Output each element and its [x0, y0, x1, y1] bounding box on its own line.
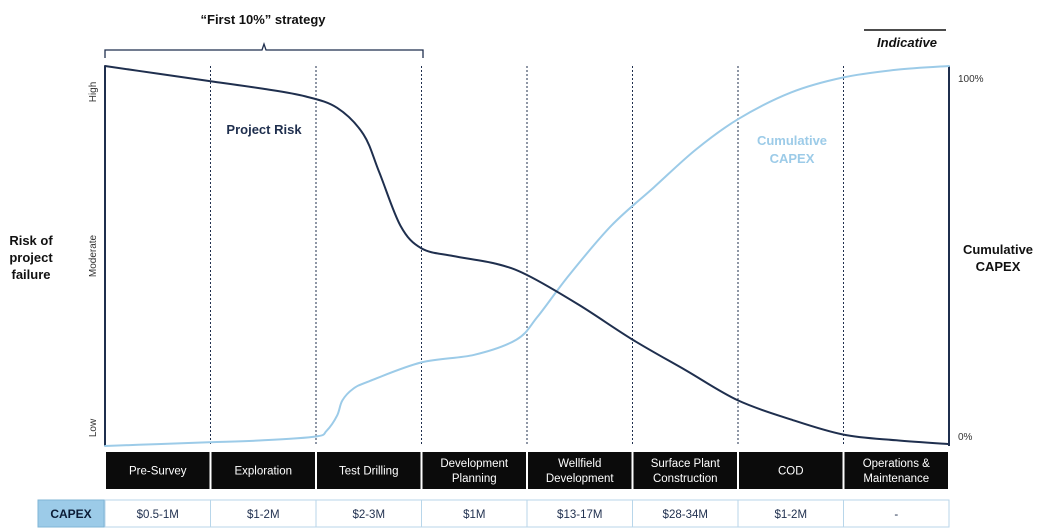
capex-value: $0.5-1M — [137, 509, 179, 521]
capex-cell — [526, 499, 633, 528]
stage-label: Wellfield — [558, 458, 601, 470]
capex-cell — [315, 499, 422, 528]
stage-label: Test Drilling — [339, 466, 398, 478]
right-axis-title-line: CAPEX — [976, 259, 1021, 274]
stage-row: Pre-Survey Exploration Test Drilling Develo… — [106, 452, 948, 489]
stage-box — [106, 452, 210, 489]
capex-cell — [421, 499, 528, 528]
left-axis-title-line: Risk of — [9, 233, 53, 248]
stage-label: Maintenance — [863, 473, 929, 485]
stage-box — [528, 452, 632, 489]
capex-table: CAPEX $0.5-1M $1-2M $2-3M $1M $13-17M $28-34M $… — [37, 499, 950, 528]
left-tick-low: Low — [88, 418, 99, 437]
stage-label: COD — [778, 466, 804, 478]
left-axis-title-line: failure — [11, 267, 50, 282]
stage-label: Surface Plant — [651, 458, 721, 470]
stage-gridlines — [210, 66, 844, 446]
indicative-label: Indicative — [877, 35, 937, 50]
stage-label: Planning — [452, 473, 497, 485]
left-tick-high: High — [88, 82, 99, 103]
capex-value: - — [894, 509, 898, 521]
right-tick-100: 100% — [958, 74, 984, 85]
stage-label: Operations & — [863, 458, 930, 470]
capex-value: $28-34M — [663, 509, 708, 521]
left-tick-moderate: Moderate — [88, 234, 99, 277]
capex-value: $1-2M — [247, 509, 280, 521]
capex-value: $1-2M — [774, 509, 807, 521]
stage-box — [633, 452, 737, 489]
capex-cell — [843, 499, 950, 528]
stage-box — [422, 452, 526, 489]
right-axis-title-line: Cumulative — [963, 242, 1033, 257]
right-axis-title: Cumulative CAPEX — [963, 242, 1033, 274]
capex-cell — [104, 499, 211, 528]
capex-value: $13-17M — [557, 509, 602, 521]
cumulative-capex-label-line: CAPEX — [770, 151, 815, 166]
capex-value: $2-3M — [352, 509, 385, 521]
left-axis-title-line: project — [9, 250, 53, 265]
stage-label: Construction — [653, 473, 718, 485]
stage-label: Pre-Survey — [129, 466, 187, 478]
stage-box — [211, 452, 315, 489]
capex-header-cell — [37, 499, 105, 528]
project-risk-line — [104, 65, 950, 446]
left-axis-title: Risk of project failure — [9, 233, 53, 282]
cumulative-capex-line — [104, 65, 950, 447]
capex-value: $1M — [463, 509, 485, 521]
first-10-percent-bracket — [104, 41, 424, 58]
stage-label: Exploration — [234, 466, 292, 478]
stage-label: Development — [440, 458, 509, 470]
capex-header-label: CAPEX — [50, 507, 91, 521]
right-tick-0: 0% — [958, 432, 973, 443]
first-10-percent-label: “First 10%” strategy — [201, 12, 327, 27]
cumulative-capex-label-line: Cumulative — [757, 133, 827, 148]
stage-box — [739, 452, 843, 489]
stage-label: Development — [546, 473, 615, 485]
project-risk-label: Project Risk — [226, 122, 302, 137]
capex-cell — [737, 499, 844, 528]
stage-box — [844, 452, 948, 489]
series-layer — [104, 65, 950, 447]
stage-box — [317, 452, 421, 489]
